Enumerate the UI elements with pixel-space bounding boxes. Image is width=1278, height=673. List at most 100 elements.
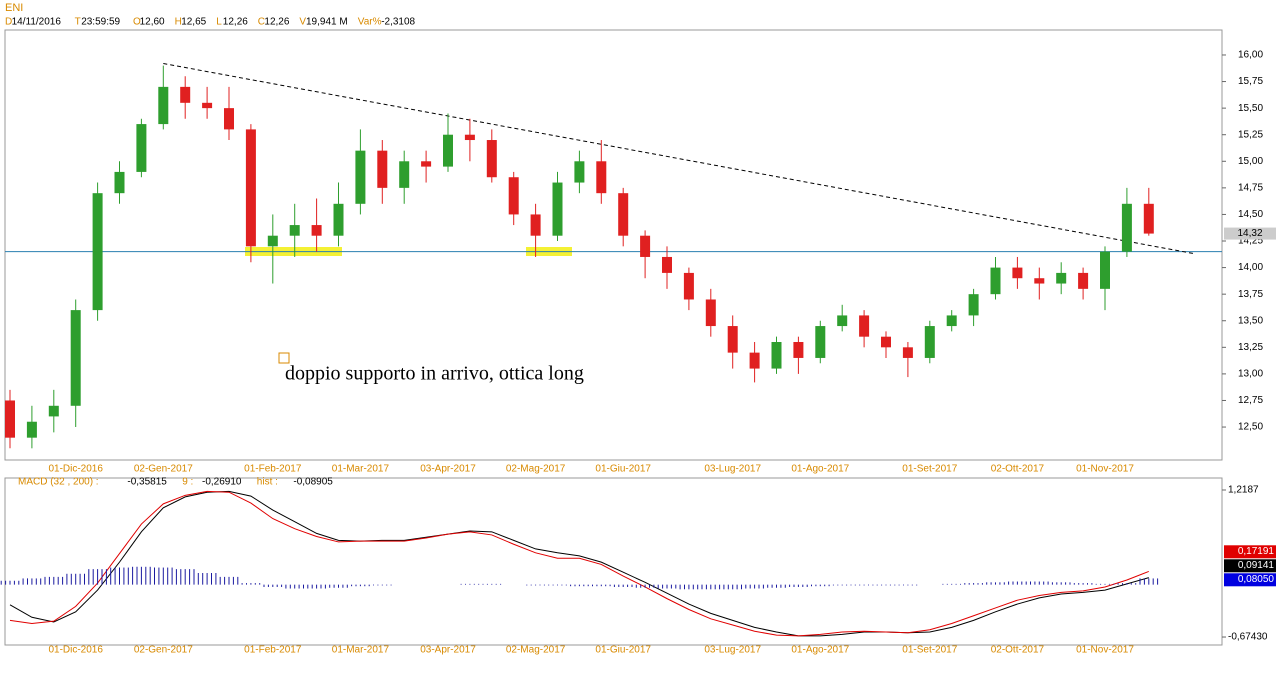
- candle-body: [70, 310, 81, 406]
- info-key: V: [299, 17, 306, 28]
- candle-body: [771, 342, 782, 369]
- value-tag: [1224, 545, 1276, 559]
- y-tick-label: 13,00: [1238, 369, 1263, 380]
- candle-body: [289, 225, 300, 236]
- y-tick-label: 14,25: [1238, 236, 1263, 247]
- x-tick-label: 01-Mar-2017: [332, 464, 390, 475]
- x-tick-label: 01-Giu-2017: [595, 645, 651, 656]
- candle-body: [245, 129, 256, 247]
- macd-key: 9 :: [182, 477, 193, 488]
- candle-body: [333, 203, 344, 236]
- candle-body: [946, 315, 957, 327]
- candle-body: [793, 342, 804, 358]
- value-tag: [1224, 573, 1276, 587]
- candle-body: [574, 161, 585, 183]
- candle-body: [114, 171, 125, 194]
- info-value: 12,26: [264, 17, 289, 28]
- candle-body: [508, 177, 519, 215]
- x-tick-label: 02-Ott-2017: [991, 645, 1045, 656]
- candle-body: [443, 134, 453, 167]
- candle-body: [1012, 267, 1023, 279]
- x-tick-label: 01-Giu-2017: [595, 464, 651, 475]
- last-price-tag: [1224, 227, 1276, 240]
- candle-body: [552, 182, 563, 236]
- y-tick-label: 14,50: [1238, 209, 1263, 220]
- candle-body: [421, 161, 432, 167]
- candle-body: [640, 235, 651, 257]
- info-value: 14/11/2016: [12, 17, 62, 28]
- candle-body: [1121, 203, 1132, 252]
- annotation: doppio supporto in arrivo, ottica long: [285, 363, 584, 385]
- x-tick-label: 02-Mag-2017: [506, 464, 566, 475]
- x-tick-label: 03-Apr-2017: [420, 464, 476, 475]
- x-tick-label: 01-Nov-2017: [1076, 645, 1134, 656]
- last-price-label: 14,32: [1237, 228, 1262, 239]
- info-key: L: [216, 17, 222, 28]
- candle-body: [136, 124, 147, 172]
- candle-body: [48, 405, 59, 417]
- x-tick-label: 03-Lug-2017: [704, 645, 761, 656]
- macd-value: -0,26910: [202, 477, 242, 488]
- y-tick-label: 14,75: [1238, 183, 1263, 194]
- x-tick-label: 01-Set-2017: [902, 464, 957, 475]
- x-tick-label: 02-Gen-2017: [134, 464, 193, 475]
- candle-body: [26, 421, 37, 438]
- value-tag-label: 0,08050: [1238, 574, 1275, 585]
- info-value: 12,65: [181, 17, 206, 28]
- x-tick-label: 01-Mar-2017: [332, 645, 390, 656]
- candle-body: [837, 315, 848, 327]
- info-value: -2,3108: [381, 17, 415, 28]
- candle-body: [267, 235, 278, 247]
- candle-body: [202, 102, 213, 109]
- candle-body: [618, 193, 629, 236]
- macd-line: [9, 490, 1149, 637]
- candle-body: [1143, 203, 1154, 234]
- macd-key: MACD (32 , 200) :: [18, 477, 99, 488]
- x-tick-label: 02-Gen-2017: [134, 645, 193, 656]
- x-tick-label: 02-Mag-2017: [506, 645, 566, 656]
- candle-body: [596, 161, 607, 194]
- value-tag: [1224, 559, 1276, 573]
- y-tick-label: 13,50: [1238, 315, 1263, 326]
- info-value: 12,26: [223, 17, 248, 28]
- y-tick-label: 15,25: [1238, 129, 1263, 140]
- candle-body: [727, 326, 738, 353]
- candle-body: [311, 225, 322, 236]
- candle-body: [705, 299, 716, 327]
- x-tick-label: 01-Ago-2017: [791, 645, 849, 656]
- x-tick-label: 03-Apr-2017: [420, 645, 476, 656]
- x-tick-label: 01-Dic-2016: [48, 645, 103, 656]
- value-tag-label: 0,09141: [1238, 560, 1275, 571]
- x-tick-label: 01-Nov-2017: [1076, 464, 1134, 475]
- info-value: 19,941 M: [306, 17, 348, 28]
- candle-body: [968, 294, 979, 316]
- y-tick-label: 12,50: [1238, 422, 1263, 433]
- price-panel: [4, 29, 1223, 461]
- y-tick-label: 15,75: [1238, 76, 1263, 87]
- candle-body: [92, 193, 103, 311]
- info-value: 23:59:59: [81, 17, 120, 28]
- candle-body: [902, 347, 913, 358]
- x-tick-label: 01-Feb-2017: [244, 464, 302, 475]
- candle-body: [399, 161, 410, 188]
- candle-body: [1100, 251, 1110, 289]
- x-tick-label: 01-Dic-2016: [48, 464, 103, 475]
- x-tick-label: 02-Ott-2017: [991, 464, 1045, 475]
- candle-body: [990, 267, 1001, 295]
- candle-body: [224, 108, 234, 130]
- macd-panel: [4, 477, 1223, 646]
- x-tick-label: 03-Lug-2017: [704, 464, 761, 475]
- candle-body: [530, 214, 541, 236]
- candle-body: [1078, 272, 1089, 289]
- info-key: T: [75, 17, 81, 28]
- macd-value: -0,08905: [293, 477, 333, 488]
- info-key: C: [258, 17, 265, 28]
- symbol: ENI: [5, 2, 23, 14]
- y-tick-label: 12,75: [1238, 395, 1263, 406]
- y-tick-label: 13,75: [1238, 289, 1263, 300]
- y-tick-label: 13,25: [1238, 342, 1263, 353]
- annotation-marker: [278, 352, 290, 364]
- x-tick-label: 01-Set-2017: [902, 645, 957, 656]
- candle-body: [486, 140, 497, 178]
